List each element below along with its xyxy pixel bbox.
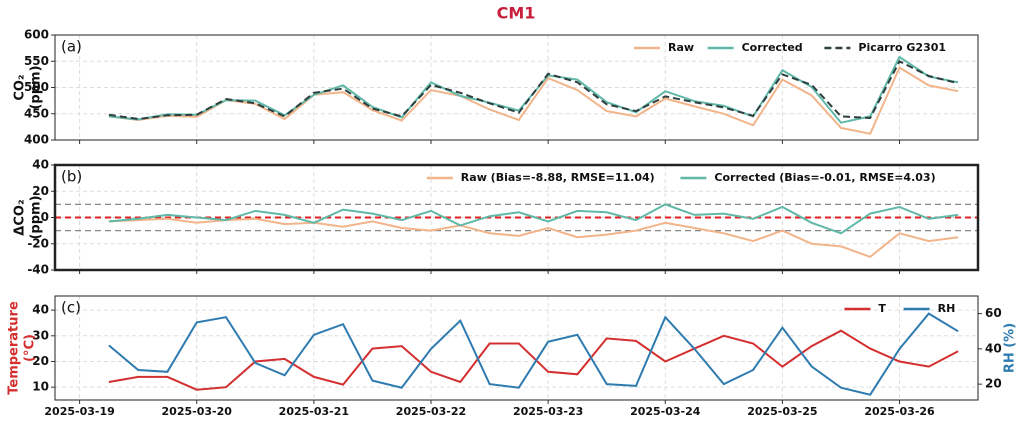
series-line <box>108 59 959 121</box>
plot-frame <box>53 163 980 272</box>
series-line <box>108 203 959 235</box>
series-line <box>108 312 959 396</box>
y-tick-label: 10 <box>32 380 49 394</box>
y2-tick-label: 60 <box>985 306 1002 320</box>
legend-label: RH <box>938 302 956 315</box>
legend-label: Raw <box>668 41 694 54</box>
x-tick-label: 2025-03-23 <box>513 405 583 418</box>
x-tick-label: 2025-03-22 <box>396 405 466 418</box>
y-tick-label: 500 <box>24 80 49 94</box>
plot-frame <box>54 295 979 401</box>
x-tick-label: 2025-03-26 <box>864 405 935 418</box>
x-tick-label: 2025-03-24 <box>630 405 701 418</box>
x-tick-label: 2025-03-20 <box>162 405 233 418</box>
x-tick-label: 2025-03-25 <box>747 405 817 418</box>
x-tick-label: 2025-03-19 <box>44 405 114 418</box>
legend-label: T <box>878 302 886 315</box>
legend-label: Raw (Bias=-8.88, RMSE=11.04) <box>461 171 655 184</box>
panel-label: (c) <box>61 299 81 317</box>
legend-label: Corrected (Bias=-0.01, RMSE=4.03) <box>714 171 935 184</box>
y-tick-label: 20 <box>32 184 49 198</box>
y2-tick-label: 40 <box>985 341 1002 355</box>
panel-label: (a) <box>61 38 82 56</box>
legend-label: Picarro G2301 <box>858 41 946 54</box>
series-line <box>108 217 959 259</box>
y-tick-label: 450 <box>24 106 49 120</box>
y-tick-label: -20 <box>27 236 49 250</box>
y-axis-label: (ppm) <box>29 65 44 109</box>
y-tick-label: -40 <box>27 263 49 277</box>
y-axis-label: (°C) <box>23 334 38 362</box>
series-line <box>108 329 959 391</box>
y-tick-label: 0 <box>41 210 49 224</box>
y-axis-label: Temperature <box>7 301 22 395</box>
panel-label: (b) <box>61 168 82 186</box>
plot-frame <box>54 34 979 141</box>
y2-axis-label: RH (%) <box>1003 323 1018 373</box>
y-axis-label: (ppm) <box>29 195 44 239</box>
y-tick-label: 30 <box>32 328 49 342</box>
y-tick-label: 40 <box>32 158 49 172</box>
x-tick-label: 2025-03-21 <box>279 405 349 418</box>
chart-title: CM1 <box>497 4 536 23</box>
y-tick-label: 20 <box>32 354 49 368</box>
series-line <box>108 55 959 124</box>
legend-label: Corrected <box>742 41 803 54</box>
y-axis-label: CO₂ <box>13 74 28 100</box>
y-axis-label: ΔCO₂ <box>13 199 28 235</box>
y-tick-label: 40 <box>32 303 49 317</box>
y-tick-label: 600 <box>24 28 49 42</box>
y-tick-label: 400 <box>24 133 49 147</box>
y2-tick-label: 20 <box>985 377 1002 391</box>
y-tick-label: 550 <box>24 54 49 68</box>
